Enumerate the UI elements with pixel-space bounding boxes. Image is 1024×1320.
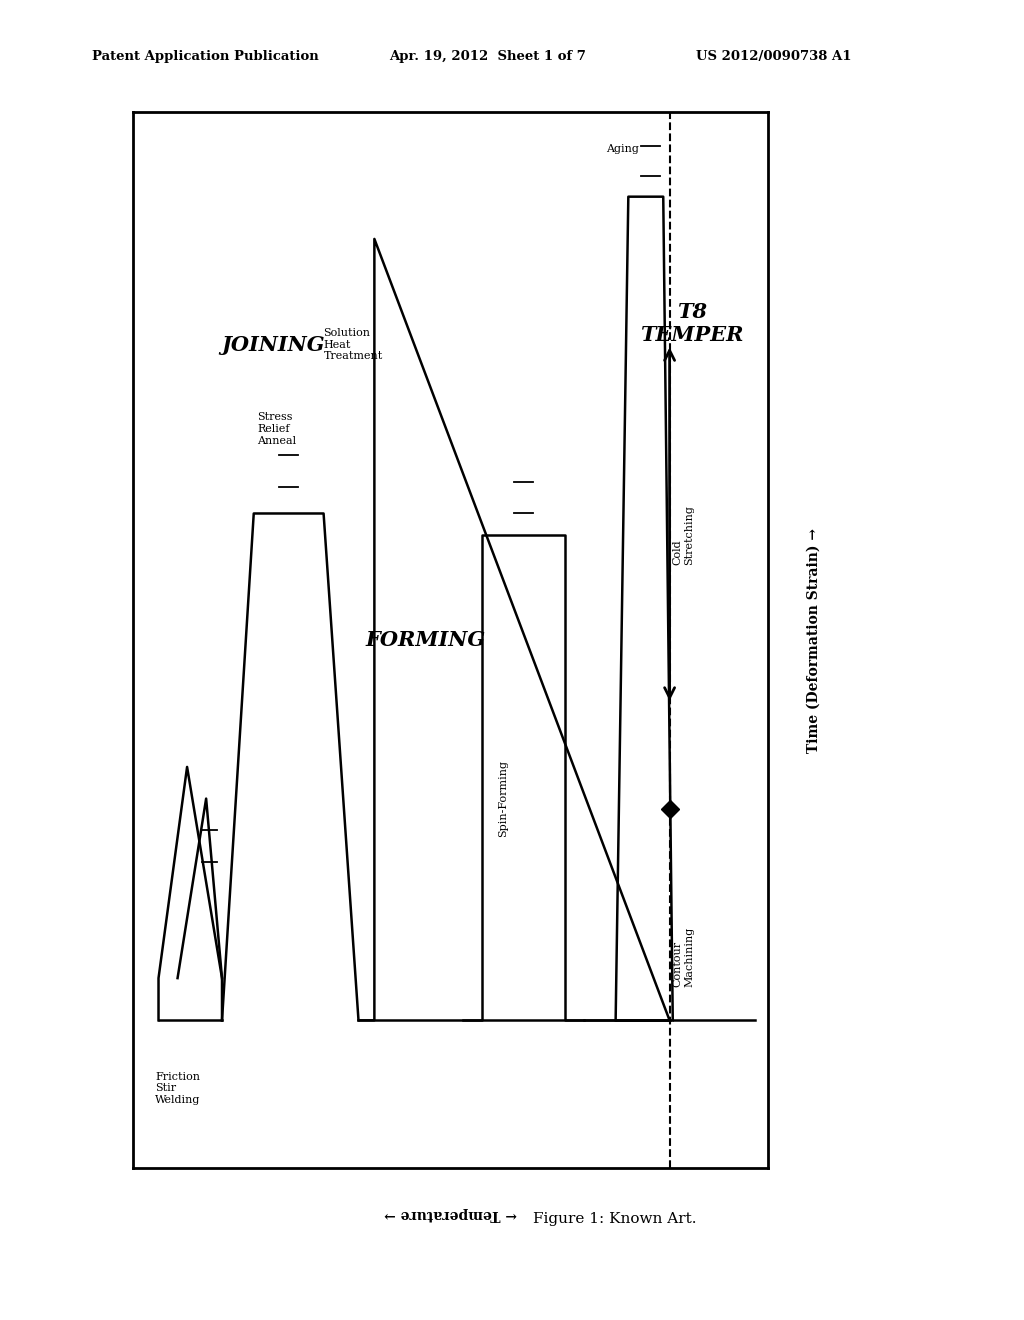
- Text: Aging: Aging: [606, 144, 639, 154]
- Text: US 2012/0090738 A1: US 2012/0090738 A1: [696, 50, 852, 63]
- Text: T8
TEMPER: T8 TEMPER: [640, 302, 743, 345]
- Text: JOINING: JOINING: [221, 334, 325, 355]
- Text: Cold
Stretching: Cold Stretching: [673, 504, 694, 565]
- Text: Patent Application Publication: Patent Application Publication: [92, 50, 318, 63]
- Text: Solution
Heat
Treatment: Solution Heat Treatment: [324, 327, 383, 362]
- Text: Figure 1: Known Art.: Figure 1: Known Art.: [532, 1212, 696, 1226]
- Text: FORMING: FORMING: [365, 630, 485, 651]
- Text: Spin-Forming: Spin-Forming: [498, 760, 508, 837]
- Text: Time (Deformation Strain) →: Time (Deformation Strain) →: [807, 528, 821, 752]
- Text: Friction
Stir
Welding: Friction Stir Welding: [156, 1072, 201, 1105]
- Text: ← Temperature →: ← Temperature →: [384, 1208, 517, 1221]
- Text: Contour
Machining: Contour Machining: [673, 927, 694, 987]
- Text: Stress
Relief
Anneal: Stress Relief Anneal: [257, 412, 296, 446]
- Text: Apr. 19, 2012  Sheet 1 of 7: Apr. 19, 2012 Sheet 1 of 7: [389, 50, 586, 63]
